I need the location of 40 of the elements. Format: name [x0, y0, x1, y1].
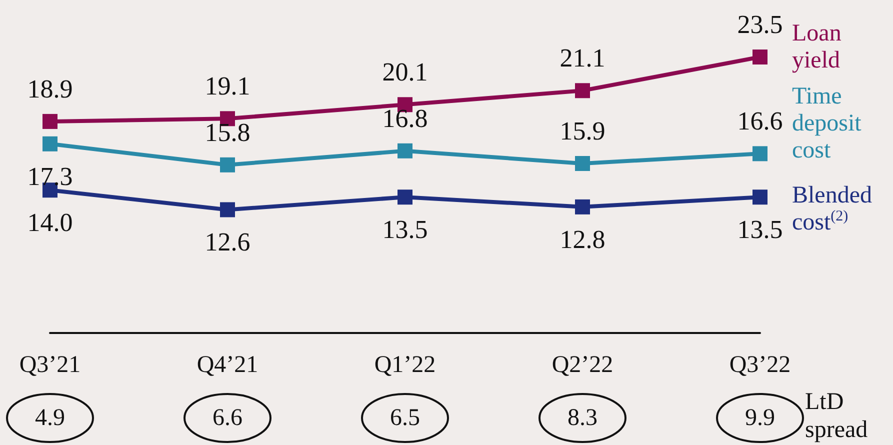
- point: [752, 50, 768, 65]
- x-tick-label: Q3’21: [19, 352, 81, 378]
- data-label: 23.5: [737, 10, 783, 40]
- point: [752, 146, 768, 162]
- data-label: 15.8: [204, 118, 250, 147]
- point: [42, 114, 58, 129]
- point: [398, 143, 412, 158]
- point: [220, 157, 235, 172]
- data-label: 15.9: [560, 116, 606, 146]
- text: 8.3: [568, 405, 598, 431]
- text: LtD spread: [805, 389, 868, 443]
- point: [42, 136, 58, 152]
- text: 4.9: [35, 405, 65, 431]
- point: [752, 190, 768, 205]
- point: [575, 156, 590, 171]
- x-tick-label: Q1’22: [374, 352, 436, 378]
- text: 6.5: [390, 405, 420, 431]
- data-label: 12.8: [560, 224, 606, 254]
- data-label: 18.9: [27, 74, 73, 104]
- data-label: 20.1: [382, 58, 428, 87]
- text: 9.9: [745, 405, 775, 431]
- data-label: 13.5: [382, 215, 428, 244]
- data-label: 19.1: [204, 72, 250, 101]
- series-label: Loan yield: [792, 20, 842, 74]
- data-label: 14.0: [27, 208, 73, 238]
- x-tick-label: Q3’22: [729, 352, 791, 378]
- series-label: Time deposit cost: [792, 84, 862, 164]
- text: 6.6: [212, 405, 242, 431]
- point: [398, 190, 412, 205]
- point: [220, 202, 235, 218]
- data-label: 21.1: [560, 44, 606, 73]
- data-label: 16.8: [382, 104, 428, 133]
- data-label: 12.6: [204, 228, 250, 257]
- point: [575, 199, 590, 214]
- point: [575, 83, 590, 98]
- x-tick-label: Q2’22: [552, 352, 614, 378]
- data-label: 13.5: [737, 215, 783, 244]
- data-label: 17.3: [27, 162, 73, 191]
- x-tick-label: Q4’21: [196, 352, 258, 378]
- data-label: 16.6: [737, 106, 783, 136]
